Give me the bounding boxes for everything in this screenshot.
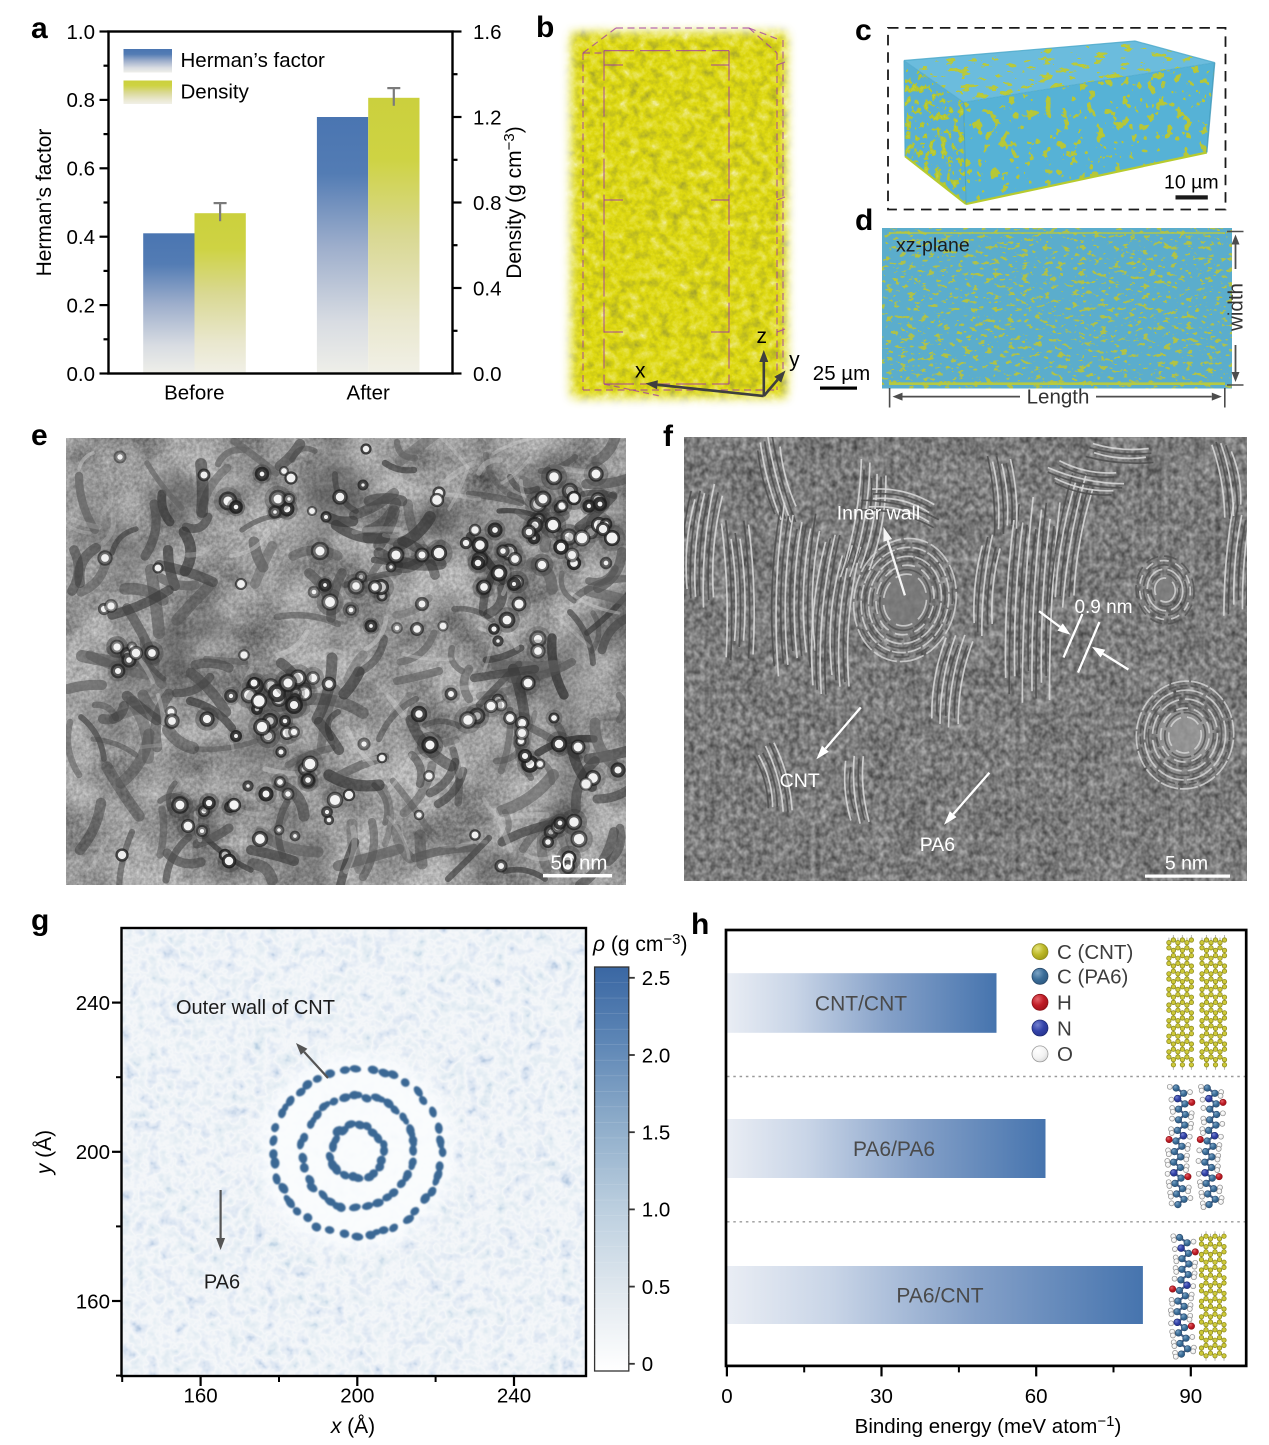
svg-text:O: O (1057, 1043, 1073, 1066)
svg-text:PA6/PA6: PA6/PA6 (853, 1138, 935, 1161)
svg-text:10 µm: 10 µm (1164, 172, 1219, 194)
svg-text:z: z (756, 325, 767, 348)
svg-text:0.8: 0.8 (473, 192, 502, 215)
svg-text:Herman’s factor: Herman’s factor (33, 129, 56, 277)
svg-text:1.2: 1.2 (473, 106, 502, 129)
svg-text:PA6: PA6 (204, 1272, 240, 1294)
svg-text:1.5: 1.5 (642, 1122, 671, 1145)
svg-text:e: e (31, 419, 48, 452)
svg-text:50 nm: 50 nm (551, 852, 608, 875)
svg-text:90: 90 (1179, 1385, 1202, 1408)
svg-text:ρ (g cm−3): ρ (g cm−3) (592, 931, 687, 956)
svg-text:0: 0 (721, 1385, 732, 1408)
svg-text:0.5: 0.5 (642, 1276, 671, 1299)
svg-text:PA6: PA6 (920, 834, 955, 856)
svg-text:0.4: 0.4 (67, 226, 96, 249)
svg-text:a: a (31, 12, 48, 45)
svg-text:160: 160 (183, 1385, 217, 1408)
svg-text:0.0: 0.0 (67, 363, 96, 386)
svg-text:240: 240 (76, 992, 110, 1015)
svg-text:PA6/CNT: PA6/CNT (896, 1284, 983, 1307)
svg-text:c: c (855, 14, 872, 47)
svg-text:25 µm: 25 µm (813, 362, 870, 385)
svg-text:g: g (31, 904, 49, 937)
svg-text:0.8: 0.8 (67, 89, 96, 112)
svg-text:Length: Length (1027, 385, 1090, 408)
svg-text:Before: Before (164, 382, 224, 405)
svg-text:CNT/CNT: CNT/CNT (815, 992, 907, 1015)
svg-text:30: 30 (870, 1385, 893, 1408)
svg-text:1.0: 1.0 (67, 21, 96, 44)
svg-text:2.5: 2.5 (642, 967, 671, 990)
svg-text:y: y (789, 349, 800, 372)
svg-text:C (PA6): C (PA6) (1057, 966, 1128, 989)
svg-text:Density (g cm−3): Density (g cm−3) (501, 126, 526, 278)
svg-text:160: 160 (76, 1290, 110, 1313)
svg-text:240: 240 (497, 1385, 531, 1408)
svg-text:C (CNT): C (CNT) (1057, 941, 1133, 964)
svg-text:0.4: 0.4 (473, 277, 502, 300)
svg-text:Density: Density (181, 81, 250, 104)
svg-text:0.0: 0.0 (473, 363, 502, 386)
svg-text:0.6: 0.6 (67, 158, 96, 181)
svg-text:x: x (635, 360, 646, 383)
svg-text:200: 200 (340, 1385, 374, 1408)
svg-text:60: 60 (1025, 1385, 1048, 1408)
svg-text:x (Å): x (Å) (330, 1415, 375, 1438)
svg-text:Binding energy (meV atom−1): Binding energy (meV atom−1) (855, 1413, 1122, 1438)
svg-text:H: H (1057, 992, 1072, 1015)
svg-text:CNT: CNT (780, 770, 820, 792)
svg-text:y (Å): y (Å) (33, 1130, 56, 1176)
svg-text:0.2: 0.2 (67, 294, 96, 317)
svg-text:1.6: 1.6 (473, 21, 502, 44)
svg-text:Inner wall: Inner wall (837, 503, 920, 525)
svg-text:N: N (1057, 1017, 1072, 1040)
svg-text:Outer wall of CNT: Outer wall of CNT (176, 997, 335, 1019)
svg-text:h: h (691, 908, 709, 941)
svg-text:b: b (536, 11, 554, 44)
svg-text:width: width (1225, 283, 1248, 332)
svg-text:xz-plane: xz-plane (896, 235, 970, 257)
svg-text:f: f (663, 420, 674, 453)
svg-text:200: 200 (76, 1141, 110, 1164)
svg-text:1.0: 1.0 (642, 1199, 671, 1222)
svg-text:After: After (347, 382, 390, 405)
svg-text:0: 0 (642, 1353, 653, 1376)
svg-text:5 nm: 5 nm (1165, 853, 1208, 875)
svg-text:0.9 nm: 0.9 nm (1074, 597, 1132, 618)
svg-text:Herman’s factor: Herman’s factor (181, 49, 325, 72)
svg-text:d: d (855, 204, 873, 237)
svg-text:2.0: 2.0 (642, 1044, 671, 1067)
